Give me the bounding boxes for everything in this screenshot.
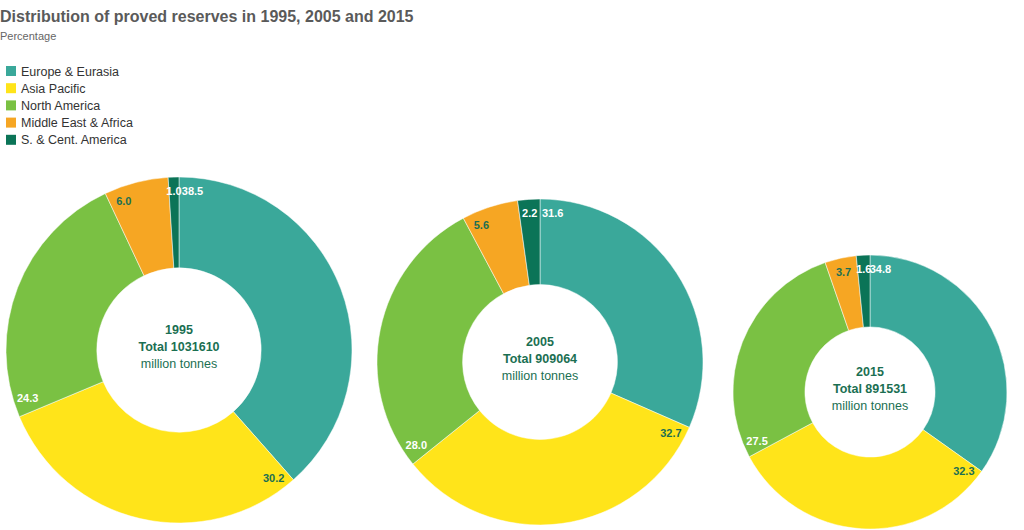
legend-swatch: [6, 100, 16, 110]
legend-label: North America: [21, 99, 100, 113]
donut-title: 2005: [526, 335, 554, 349]
data-label: 3.7: [836, 266, 851, 278]
subtitle: Percentage: [0, 30, 56, 42]
legend-swatch: [6, 135, 16, 145]
legend-swatch: [6, 66, 16, 76]
data-label: 1.0: [166, 185, 181, 197]
legend-entry: Asia Pacific: [6, 82, 86, 96]
legend-entry: Middle East & Africa: [6, 116, 133, 130]
donut: 38.5 30.2 24.3 6.0 1.0 1995 Total 1031610 milli…: [6, 177, 352, 523]
chart: Distribution of proved reserves in 1995,…: [0, 0, 1024, 530]
legend: Europe & Eurasia Asia Pacific North Americ…: [6, 65, 133, 148]
data-label: 2.2: [522, 207, 537, 219]
data-label: 28.0: [406, 439, 427, 451]
donut: 31.6 32.7 28.0 5.6 2.2 2005 Total 909064 millio…: [377, 199, 703, 525]
title: Distribution of proved reserves in 1995,…: [0, 8, 414, 25]
legend-swatch: [6, 118, 16, 128]
donut-total: Total 909064: [503, 352, 577, 366]
legend-label: Middle East & Africa: [21, 116, 133, 130]
legend-label: Europe & Eurasia: [21, 65, 119, 79]
donut-total: Total 891531: [833, 382, 907, 396]
donut-title: 2015: [856, 365, 884, 379]
data-label: 27.5: [746, 435, 767, 447]
legend-swatch: [6, 83, 16, 93]
slice: [19, 382, 293, 523]
legend-entry: Europe & Eurasia: [6, 65, 119, 79]
data-label: 24.3: [17, 392, 38, 404]
data-label: 32.3: [953, 465, 974, 477]
data-label: 5.6: [474, 219, 489, 231]
slice: [540, 199, 703, 427]
legend-entry: North America: [6, 99, 100, 113]
slice: [733, 263, 849, 457]
donut-title: 1995: [165, 323, 193, 337]
legend-entry: S. & Cent. America: [6, 133, 127, 147]
data-label: 32.7: [660, 427, 681, 439]
donut-unit: million tonnes: [502, 369, 578, 383]
slice: [105, 177, 174, 275]
donut: 34.8 32.3 27.5 3.7 1.6 2015 Total 891531 millio…: [733, 255, 1007, 529]
legend-label: S. & Cent. America: [21, 133, 127, 147]
data-label: 30.2: [263, 472, 284, 484]
data-label: 6.0: [116, 195, 131, 207]
donut-unit: million tonnes: [141, 357, 217, 371]
data-label: 34.8: [870, 263, 891, 275]
donut-unit: million tonnes: [832, 399, 908, 413]
slice: [749, 423, 981, 529]
data-label: 38.5: [182, 185, 203, 197]
legend-label: Asia Pacific: [21, 82, 86, 96]
data-label: 1.6: [856, 263, 871, 275]
slice: [870, 255, 1007, 471]
data-label: 31.6: [542, 207, 563, 219]
donut-total: Total 1031610: [138, 340, 219, 354]
slice: [518, 199, 540, 285]
